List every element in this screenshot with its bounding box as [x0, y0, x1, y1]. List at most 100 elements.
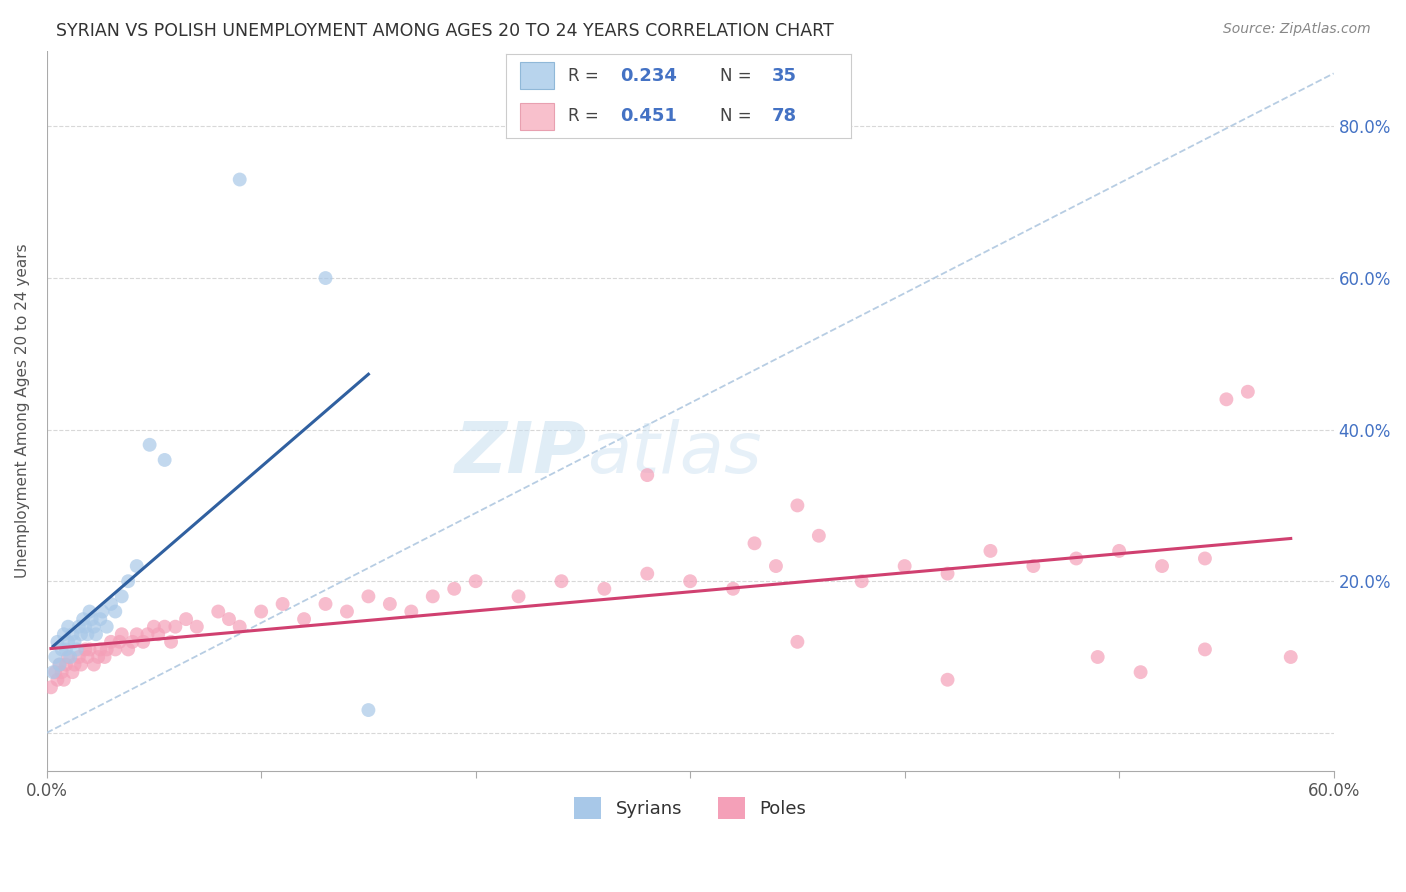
Point — [55, 657, 77, 672]
Text: R =: R = — [568, 67, 605, 85]
Point — [121, 635, 143, 649]
Point — [786, 635, 808, 649]
Point — [46, 673, 69, 687]
Y-axis label: Unemployment Among Ages 20 to 24 years: Unemployment Among Ages 20 to 24 years — [15, 244, 30, 578]
Text: atlas: atlas — [588, 419, 762, 489]
Point — [153, 620, 176, 634]
Text: Source: ZipAtlas.com: Source: ZipAtlas.com — [1223, 22, 1371, 37]
Text: SYRIAN VS POLISH UNEMPLOYMENT AMONG AGES 20 TO 24 YEARS CORRELATION CHART: SYRIAN VS POLISH UNEMPLOYMENT AMONG AGES… — [56, 22, 834, 40]
Point — [765, 559, 787, 574]
Point — [117, 574, 139, 589]
Point — [1150, 559, 1173, 574]
Point — [786, 499, 808, 513]
Point — [132, 635, 155, 649]
Point — [1064, 551, 1087, 566]
Point — [315, 271, 337, 285]
Point — [136, 627, 159, 641]
Point — [721, 582, 744, 596]
Point — [228, 620, 250, 634]
Point — [464, 574, 486, 589]
Point — [401, 605, 423, 619]
Point — [125, 627, 148, 641]
Point — [56, 635, 79, 649]
Point — [679, 574, 702, 589]
Text: ZIP: ZIP — [456, 419, 588, 489]
Point — [508, 590, 530, 604]
Text: 0.234: 0.234 — [620, 67, 676, 85]
Point — [63, 635, 86, 649]
Point — [44, 665, 66, 680]
Point — [80, 612, 103, 626]
Point — [186, 620, 208, 634]
Point — [744, 536, 766, 550]
Text: N =: N = — [720, 67, 756, 85]
Point — [1022, 559, 1045, 574]
Point — [165, 620, 187, 634]
Point — [91, 605, 114, 619]
Point — [807, 529, 830, 543]
Point — [153, 453, 176, 467]
Point — [75, 620, 97, 634]
Point — [117, 642, 139, 657]
Point — [174, 612, 197, 626]
Point — [42, 665, 65, 680]
Point — [443, 582, 465, 596]
Point — [100, 597, 122, 611]
Point — [56, 620, 79, 634]
Point — [44, 650, 66, 665]
Point — [250, 605, 273, 619]
Point — [66, 642, 89, 657]
Point — [55, 642, 77, 657]
Point — [63, 657, 86, 672]
Point — [851, 574, 873, 589]
Point — [60, 665, 83, 680]
Point — [56, 650, 79, 665]
Point — [79, 605, 101, 619]
Text: N =: N = — [720, 107, 756, 125]
Point — [357, 590, 380, 604]
Point — [84, 627, 107, 641]
Point — [48, 657, 70, 672]
Point — [936, 566, 959, 581]
Point — [207, 605, 229, 619]
Point — [1108, 544, 1130, 558]
Point — [593, 582, 616, 596]
Point — [79, 642, 101, 657]
Point — [111, 627, 134, 641]
Point — [1087, 650, 1109, 665]
Text: 35: 35 — [772, 67, 796, 85]
Point — [39, 681, 62, 695]
Point — [636, 468, 658, 483]
Point — [67, 620, 90, 634]
Legend: Syrians, Poles: Syrians, Poles — [567, 790, 814, 827]
Point — [1237, 384, 1260, 399]
Point — [76, 650, 98, 665]
Point — [636, 566, 658, 581]
Point — [228, 172, 250, 186]
Point — [104, 605, 127, 619]
Point — [125, 559, 148, 574]
Point — [1194, 551, 1216, 566]
Point — [378, 597, 401, 611]
Point — [83, 620, 105, 634]
Point — [138, 438, 160, 452]
Point — [83, 657, 105, 672]
Point — [51, 642, 73, 657]
Point — [148, 627, 170, 641]
Point — [336, 605, 359, 619]
Point — [75, 642, 97, 657]
Bar — [520, 62, 554, 89]
Bar — [520, 103, 554, 130]
Point — [111, 590, 134, 604]
Point — [357, 703, 380, 717]
Point — [292, 612, 315, 626]
Point — [315, 597, 337, 611]
Point — [93, 650, 115, 665]
Text: R =: R = — [568, 107, 605, 125]
Point — [100, 635, 122, 649]
Point — [108, 635, 131, 649]
Point — [60, 627, 83, 641]
Point — [72, 612, 94, 626]
Point — [422, 590, 444, 604]
Point — [936, 673, 959, 687]
